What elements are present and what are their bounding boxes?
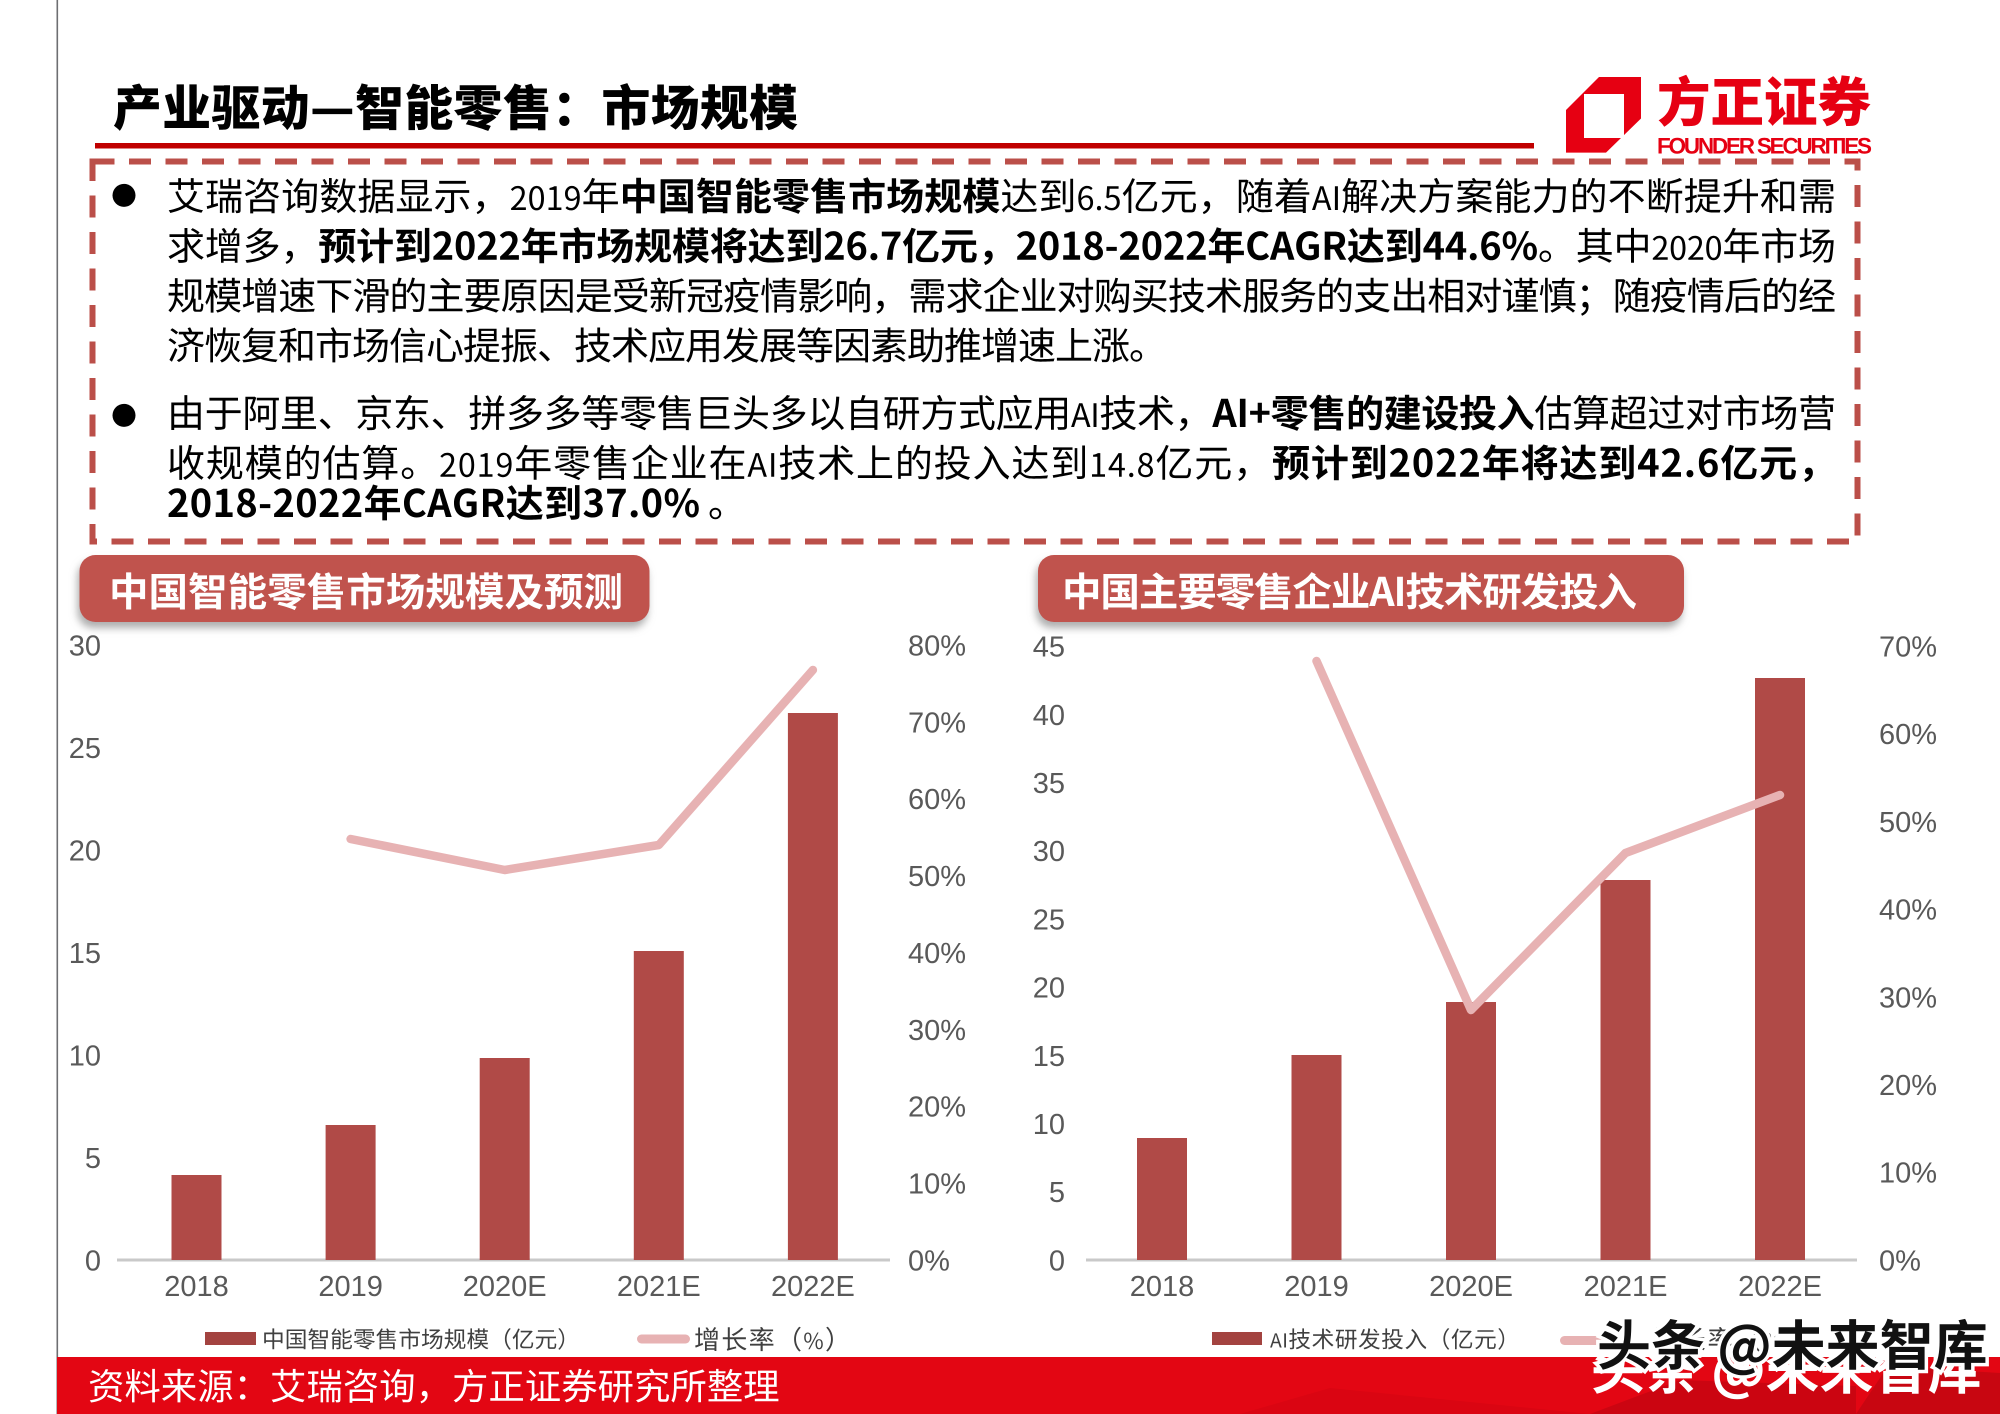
svg-text:5: 5 <box>1049 1177 1065 1209</box>
svg-text:2020E: 2020E <box>463 1271 547 1303</box>
svg-text:10%: 10% <box>1879 1158 1937 1190</box>
svg-text:20: 20 <box>69 835 101 867</box>
svg-text:25: 25 <box>69 733 101 765</box>
svg-text:60%: 60% <box>908 784 966 816</box>
svg-text:20%: 20% <box>1879 1070 1937 1102</box>
svg-text:40: 40 <box>1033 700 1065 732</box>
svg-text:50%: 50% <box>1879 807 1937 839</box>
svg-text:30: 30 <box>1033 836 1065 868</box>
svg-text:70%: 70% <box>908 707 966 739</box>
svg-text:40%: 40% <box>1879 895 1937 927</box>
svg-text:2020E: 2020E <box>1429 1271 1513 1303</box>
svg-text:35: 35 <box>1033 768 1065 800</box>
svg-text:70%: 70% <box>1879 632 1937 664</box>
svg-text:2018: 2018 <box>1130 1271 1195 1303</box>
svg-text:30: 30 <box>69 630 101 662</box>
svg-text:10: 10 <box>69 1040 101 1072</box>
svg-text:45: 45 <box>1033 632 1065 664</box>
svg-text:15: 15 <box>69 938 101 970</box>
svg-text:80%: 80% <box>908 630 966 662</box>
svg-text:2021E: 2021E <box>617 1271 701 1303</box>
svg-text:10%: 10% <box>908 1169 966 1201</box>
svg-text:20%: 20% <box>908 1092 966 1124</box>
svg-text:15: 15 <box>1033 1041 1065 1073</box>
svg-text:2021E: 2021E <box>1584 1271 1668 1303</box>
svg-text:2019: 2019 <box>1284 1271 1349 1303</box>
svg-text:25: 25 <box>1033 904 1065 936</box>
svg-text:0%: 0% <box>908 1245 950 1277</box>
svg-text:50%: 50% <box>908 861 966 893</box>
svg-text:2022E: 2022E <box>771 1271 855 1303</box>
svg-text:0: 0 <box>85 1245 101 1277</box>
svg-text:2019: 2019 <box>318 1271 383 1303</box>
svg-text:0: 0 <box>1049 1245 1065 1277</box>
svg-text:30%: 30% <box>908 1015 966 1047</box>
svg-text:40%: 40% <box>908 938 966 970</box>
svg-text:2022E: 2022E <box>1738 1271 1822 1303</box>
svg-text:5: 5 <box>85 1143 101 1175</box>
svg-text:10: 10 <box>1033 1109 1065 1141</box>
svg-text:2018: 2018 <box>164 1271 229 1303</box>
svg-text:60%: 60% <box>1879 719 1937 751</box>
svg-text:0%: 0% <box>1879 1245 1921 1277</box>
svg-text:30%: 30% <box>1879 982 1937 1014</box>
svg-text:20: 20 <box>1033 973 1065 1005</box>
